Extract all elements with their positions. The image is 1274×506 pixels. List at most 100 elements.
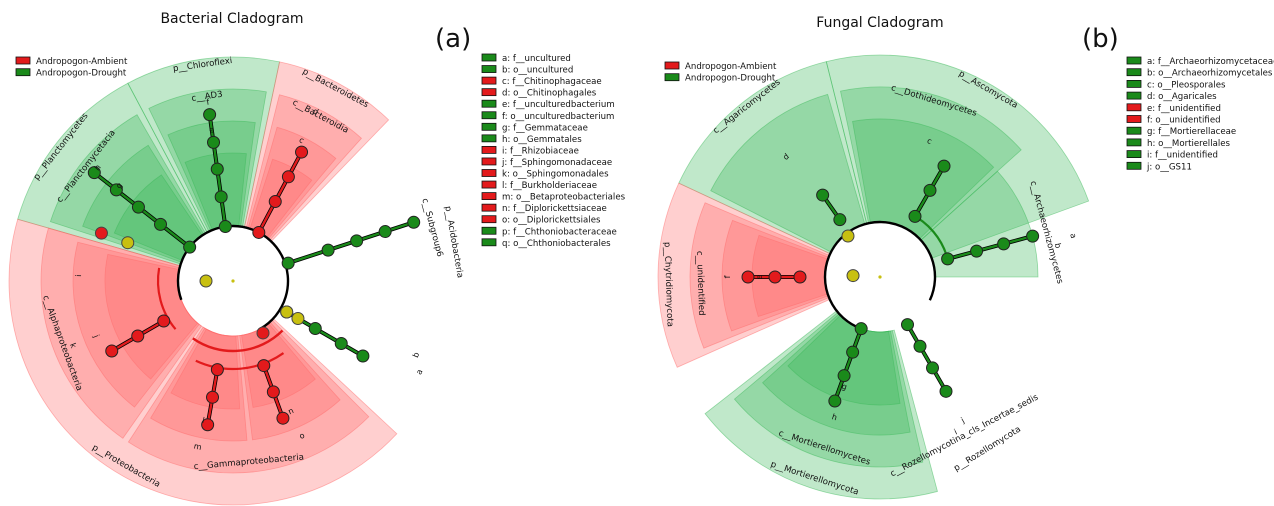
clade-label: c__Subgroup6 bbox=[419, 197, 444, 258]
tree-node bbox=[266, 385, 280, 399]
chain-planctomycetes bbox=[87, 166, 197, 254]
node-letter: c bbox=[926, 136, 933, 146]
legend-swatch bbox=[1126, 91, 1142, 100]
biomarker-label: h: o__Mortierellales bbox=[1147, 139, 1231, 149]
node-letter: a bbox=[1068, 233, 1078, 240]
chain-gamma-left bbox=[201, 363, 224, 432]
biomarker-label: i: f__unidentified bbox=[1147, 151, 1218, 161]
tree-node bbox=[87, 166, 101, 180]
legend-swatch bbox=[481, 192, 497, 201]
biomarker-label: c: f__Chitinophagaceae bbox=[502, 77, 602, 87]
group-legend: Andropogon-Ambient Andropogon-Drought bbox=[15, 56, 128, 79]
tree-node bbox=[131, 329, 145, 343]
legend-swatch bbox=[1126, 80, 1142, 88]
node-letter: f bbox=[723, 275, 732, 278]
panel-title: Fungal Cladogram bbox=[816, 15, 943, 31]
node-unchanged bbox=[846, 269, 860, 283]
legend-swatch bbox=[1126, 126, 1142, 135]
tree-node bbox=[154, 217, 168, 231]
biomarker-label: e: f__unidentified bbox=[1147, 104, 1221, 114]
node-letters: a b c d e f g h i j k l m n o bbox=[68, 98, 425, 452]
tree-node bbox=[183, 240, 197, 254]
chain-acidobacteria bbox=[281, 215, 421, 270]
legend-swatch bbox=[1126, 56, 1142, 65]
biomarker-label: a: f__Archaeorhizomycetaceae bbox=[1147, 57, 1274, 67]
tree-node bbox=[218, 220, 232, 234]
node-letter: m bbox=[193, 442, 203, 452]
tree-node bbox=[846, 345, 860, 359]
legend-swatch bbox=[481, 65, 497, 73]
chain-gamma-right bbox=[257, 359, 290, 425]
gamma-arc bbox=[195, 352, 285, 371]
tree-node bbox=[210, 162, 224, 176]
legend-swatch bbox=[1126, 115, 1142, 123]
tree-node bbox=[407, 215, 421, 229]
legend-swatch bbox=[481, 122, 497, 131]
tree-node bbox=[109, 183, 123, 197]
biomarker-label: i: f__Rhizobiaceae bbox=[502, 146, 579, 156]
tree-node bbox=[997, 237, 1011, 251]
node-letters: ab c d e f g h ij bbox=[723, 136, 1078, 436]
node-letter: g bbox=[114, 181, 124, 191]
node-letter: o bbox=[298, 431, 306, 441]
legend-swatch bbox=[481, 76, 497, 85]
biomarker-label: d: o__Chitinophagales bbox=[502, 89, 597, 99]
node-unchanged bbox=[121, 236, 135, 250]
tree-node bbox=[206, 390, 220, 404]
legend-swatch bbox=[1126, 68, 1142, 77]
tree-node bbox=[281, 170, 295, 184]
node-letter: d bbox=[311, 106, 320, 116]
tree-node bbox=[157, 314, 171, 328]
biomarker-label: l: f__Burkholderiaceae bbox=[502, 181, 597, 191]
chain-bacteroidetes bbox=[252, 145, 309, 239]
chain-rozellomycota bbox=[901, 318, 953, 398]
node-letter: g bbox=[841, 382, 849, 392]
tree-node bbox=[378, 225, 392, 239]
tree-node bbox=[913, 339, 927, 353]
node-letter: a bbox=[414, 368, 424, 376]
node-letter: k bbox=[68, 342, 78, 350]
clade-label: p__Acidobacteria bbox=[442, 205, 465, 279]
tree-node bbox=[207, 135, 221, 149]
biomarker-label: k: o__Sphingomonadales bbox=[502, 170, 609, 180]
tree-node bbox=[257, 359, 271, 373]
tree-node bbox=[214, 190, 228, 204]
biomarker-label: c: o__Pleosporales bbox=[1147, 80, 1226, 90]
tree-node bbox=[131, 200, 145, 214]
legend-swatch bbox=[664, 73, 680, 82]
node-ambient bbox=[256, 326, 270, 340]
node-letter: b bbox=[1053, 242, 1063, 249]
tree-node bbox=[281, 256, 295, 270]
tree-node bbox=[923, 183, 937, 197]
panel-a: Bacterial Cladogram (a) Andropogon-Ambient… bbox=[8, 11, 626, 506]
node-letter: f bbox=[206, 98, 210, 107]
node-letter: d bbox=[781, 152, 791, 162]
branch-line-fill bbox=[906, 324, 948, 392]
biomarker-label: q: o__Chthoniobacterales bbox=[502, 239, 611, 249]
legend-label: Andropogon-Drought bbox=[685, 74, 776, 84]
node-unchanged bbox=[291, 312, 305, 325]
biomarker-label: j: f__Sphingomonadaceae bbox=[501, 158, 612, 168]
backbone-arc bbox=[823, 220, 937, 330]
tree-node bbox=[203, 108, 217, 122]
unchanged-nodes bbox=[94, 226, 305, 340]
legend-swatch bbox=[481, 169, 497, 177]
biomarker-label: f: o__unculturedbacterium bbox=[502, 112, 614, 122]
clade-label: c__unidentified bbox=[694, 251, 706, 316]
node-letter: e bbox=[209, 125, 215, 135]
biomarker-label: g: f__Mortierellaceae bbox=[1147, 127, 1236, 137]
legend-swatch bbox=[481, 53, 497, 62]
biomarker-label: b: o__Archaeorhizomycetales bbox=[1147, 69, 1273, 79]
legend-label: Andropogon-Ambient bbox=[685, 62, 777, 72]
node-letter: n bbox=[287, 406, 295, 416]
node-letter: e bbox=[755, 274, 764, 279]
tree-node bbox=[816, 188, 830, 202]
panel-label: (a) bbox=[435, 24, 471, 54]
panel-label: (b) bbox=[1082, 24, 1119, 54]
tree-node bbox=[941, 252, 955, 266]
panel-title: Bacterial Cladogram bbox=[160, 11, 303, 27]
node-unchanged bbox=[280, 305, 294, 319]
biomarker-legend: a: f__Archaeorhizomycetaceae b: o__Archae… bbox=[1126, 56, 1274, 172]
legend-swatch bbox=[481, 238, 497, 247]
legend-swatch bbox=[15, 56, 31, 65]
